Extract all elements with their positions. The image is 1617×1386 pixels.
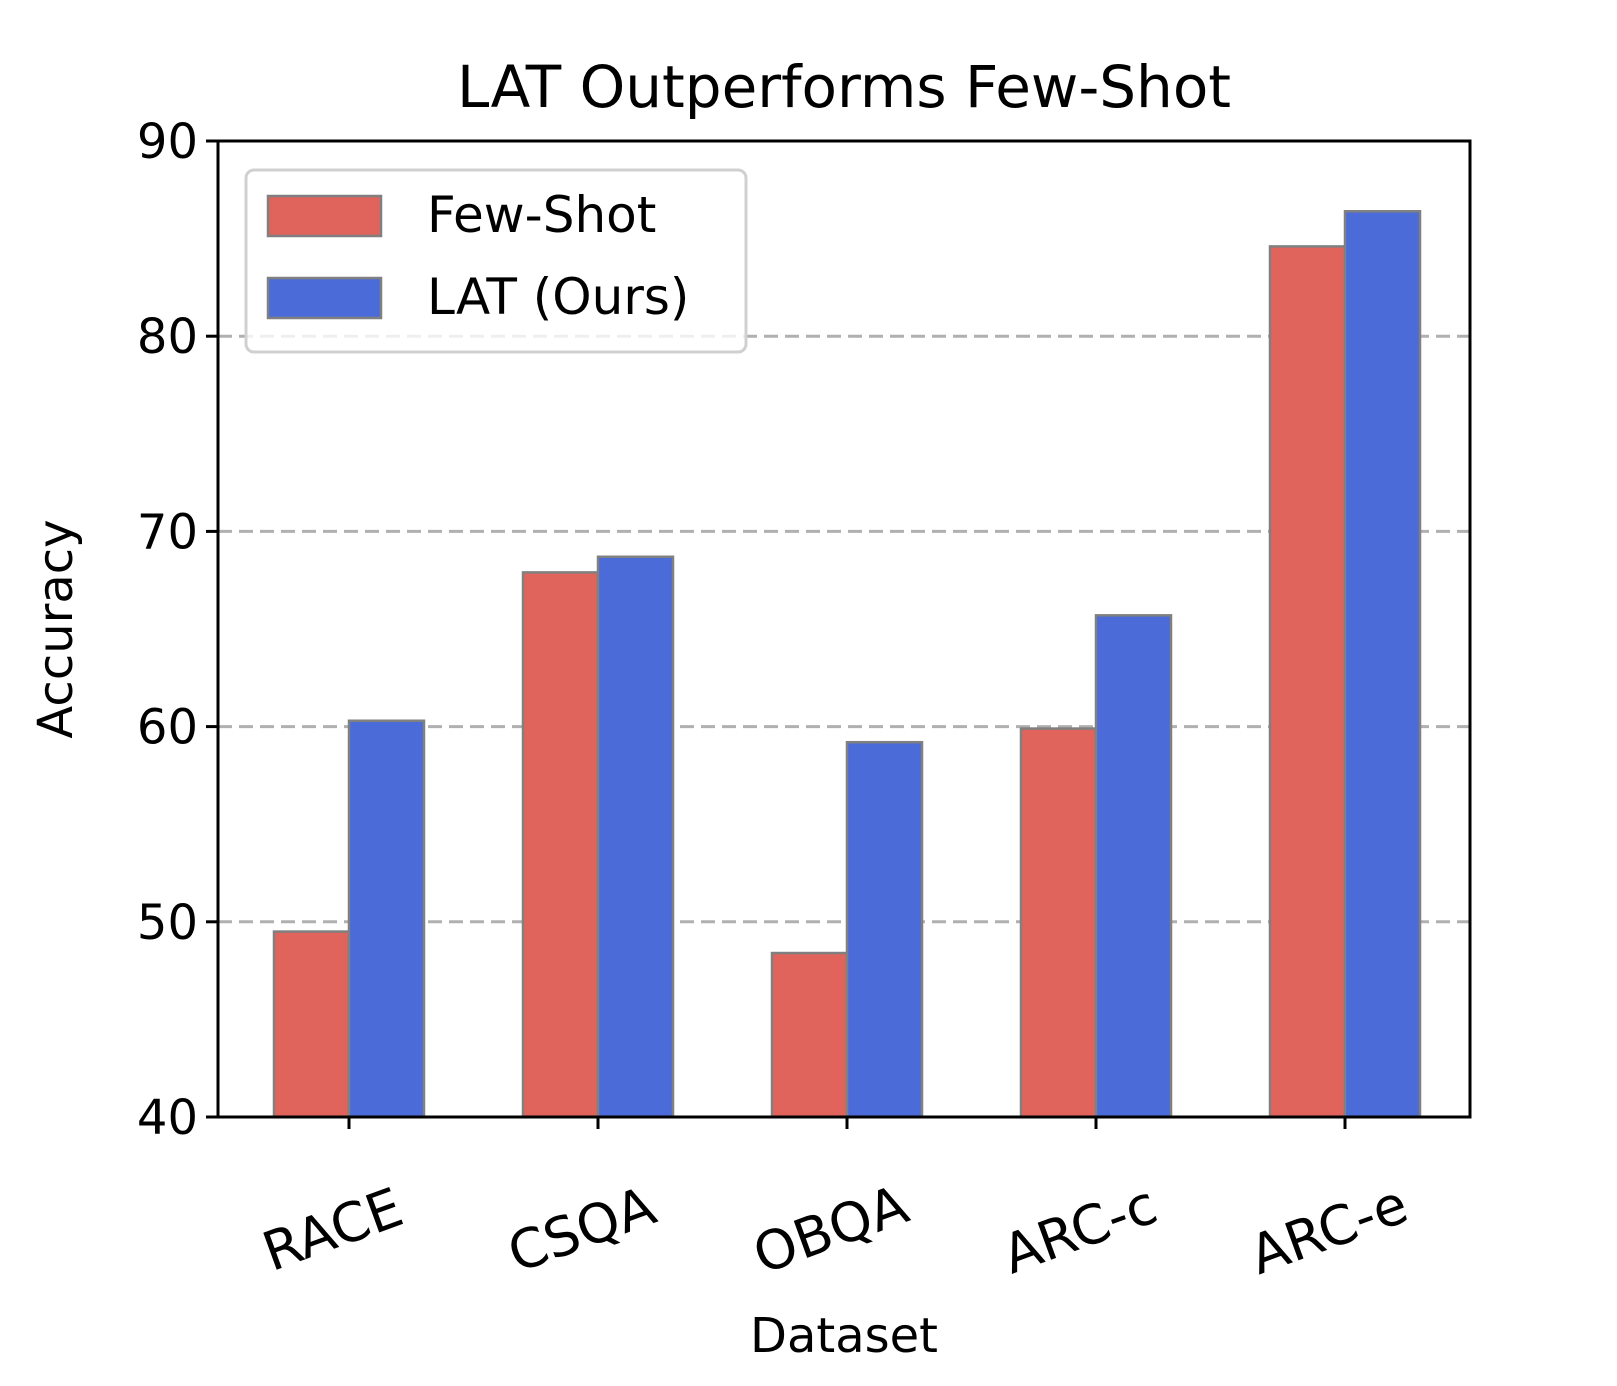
legend-swatch	[266, 276, 383, 320]
y-axis: 40 50 60 70 80 90	[137, 114, 218, 1146]
y-tick-label: 80	[137, 309, 198, 365]
legend-swatch	[266, 194, 383, 238]
x-axis: RACE CSQA OBQA ARC-c ARC-e	[255, 1117, 1416, 1287]
bars	[272, 210, 1422, 1119]
bar-lat-ours--arc-c	[1094, 614, 1173, 1119]
x-tick-label: ARC-e	[1242, 1172, 1416, 1287]
x-tick-label: RACE	[255, 1176, 411, 1284]
y-tick-label: 90	[137, 114, 198, 170]
chart-title: LAT Outperforms Few-Shot	[457, 53, 1231, 121]
bar-few-shot-obqa	[770, 951, 849, 1119]
bar-few-shot-arc-c	[1019, 727, 1098, 1119]
y-tick-label: 50	[137, 895, 198, 951]
bar-lat-ours--race	[347, 719, 426, 1119]
legend-label: Few-Shot	[427, 186, 656, 244]
x-tick-label: ARC-c	[994, 1173, 1165, 1286]
y-tick-label: 40	[137, 1090, 198, 1146]
bar-few-shot-arc-e	[1268, 245, 1347, 1119]
legend-label: LAT (Ours)	[427, 268, 689, 326]
bar-lat-ours--csqa	[596, 555, 675, 1119]
legend: Few-Shot LAT (Ours)	[244, 168, 748, 354]
x-axis-label: Dataset	[750, 1308, 938, 1364]
y-tick-label: 70	[137, 504, 198, 560]
bar-few-shot-race	[272, 930, 351, 1119]
y-axis-label: Accuracy	[28, 519, 84, 738]
x-tick-label: CSQA	[500, 1174, 664, 1285]
bar-lat-ours--obqa	[845, 740, 924, 1119]
y-tick-label: 60	[137, 700, 198, 756]
plot-frame	[216, 139, 1472, 1119]
x-tick-label: OBQA	[745, 1173, 916, 1287]
bar-lat-ours--arc-e	[1343, 210, 1422, 1119]
bar-few-shot-csqa	[521, 571, 600, 1119]
